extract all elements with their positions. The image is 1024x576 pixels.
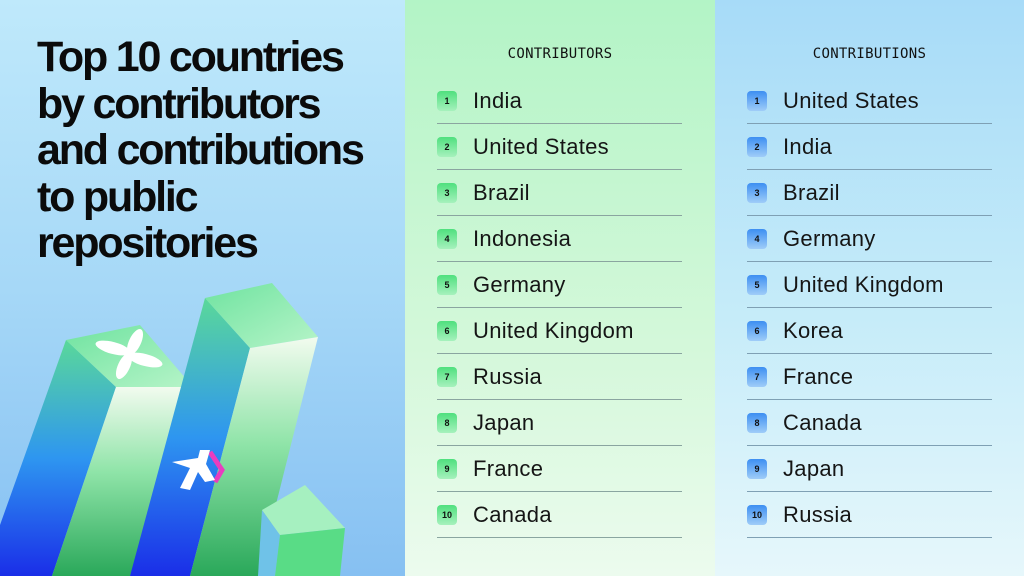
list-item: 4 Indonesia (437, 216, 682, 262)
list-item: 2 United States (437, 124, 682, 170)
list-item: 5 Germany (437, 262, 682, 308)
country-name: France (783, 363, 854, 389)
rank-badge: 4 (437, 228, 457, 249)
flower-icon (95, 329, 163, 379)
rank-badge: 5 (747, 274, 767, 295)
country-name: Japan (783, 455, 845, 481)
title-line: by contributors (37, 79, 322, 128)
list-item: 7 Russia (437, 354, 682, 400)
rank-badge: 7 (437, 366, 457, 387)
rank-badge: 10 (747, 504, 767, 525)
rank-badge: 2 (437, 136, 457, 157)
rank-badge: 1 (437, 90, 457, 111)
title-line: to public (37, 172, 199, 221)
contributors-list: 1 India 2 United States 3 Brazil 4 Indonesia 5 Ge… (437, 78, 682, 538)
list-item: 7 France (747, 354, 992, 400)
title-line: Top 10 countries (37, 33, 345, 81)
rank-badge: 8 (437, 412, 457, 433)
rank-badge: 10 (437, 504, 457, 525)
list-item: 9 France (437, 446, 682, 492)
rank-badge: 3 (747, 182, 767, 203)
rank-badge: 7 (747, 366, 767, 387)
list-item: 4 Germany (747, 216, 992, 262)
bar-3 (258, 485, 345, 576)
rank-badge: 8 (747, 412, 767, 433)
country-name: India (473, 87, 523, 113)
country-name: United States (473, 133, 609, 159)
country-name: Korea (783, 317, 844, 343)
rank-badge: 3 (437, 182, 457, 203)
list-item: 8 Canada (747, 400, 992, 446)
rank-badge: 9 (437, 458, 457, 479)
list-item: 3 Brazil (437, 170, 682, 216)
country-name: Germany (473, 271, 566, 297)
list-item: 6 Korea (747, 308, 992, 354)
country-name: Japan (473, 409, 535, 435)
country-name: Russia (473, 363, 543, 389)
list-item: 1 India (437, 78, 682, 124)
country-name: France (473, 455, 544, 481)
rank-badge: 2 (747, 136, 767, 157)
left-panel: Top 10 countries by contributors and con… (0, 0, 405, 576)
country-name: United Kingdom (783, 271, 944, 297)
list-item: 2 India (747, 124, 992, 170)
list-item: 10 Russia (747, 492, 992, 538)
list-item: 3 Brazil (747, 170, 992, 216)
country-name: United States (783, 87, 919, 113)
country-name: India (783, 133, 833, 159)
column-header: CONTRIBUTIONS (812, 46, 927, 62)
country-name: Brazil (783, 179, 840, 205)
bar-2 (130, 283, 318, 576)
page-title: Top 10 countries by contributors and con… (37, 34, 397, 267)
list-item: 8 Japan (437, 400, 682, 446)
title-line: and contributions (37, 126, 365, 174)
list-item: 9 Japan (747, 446, 992, 492)
list-item: 6 United Kingdom (437, 308, 682, 354)
country-name: United Kingdom (473, 317, 634, 343)
logo-icon (172, 450, 225, 490)
rank-badge: 5 (437, 274, 457, 295)
contributors-column: CONTRIBUTORS 1 India 2 United States 3 Brazil… (405, 0, 715, 576)
rank-badge: 6 (437, 320, 457, 341)
column-header: CONTRIBUTORS (507, 46, 613, 62)
country-name: Canada (473, 501, 552, 527)
contributions-column: CONTRIBUTIONS 1 United States 2 India 3 Brazi… (715, 0, 1024, 576)
country-name: Russia (783, 501, 853, 527)
rank-badge: 4 (747, 228, 767, 249)
rank-badge: 6 (747, 320, 767, 341)
list-item: 10 Canada (437, 492, 682, 538)
country-name: Germany (783, 225, 876, 251)
rank-badge: 9 (747, 458, 767, 479)
country-name: Canada (783, 409, 862, 435)
contributions-list: 1 United States 2 India 3 Brazil 4 Germany 5 Unit… (747, 78, 992, 538)
country-name: Brazil (473, 179, 530, 205)
list-item: 1 United States (747, 78, 992, 124)
rank-badge: 1 (747, 90, 767, 111)
country-name: Indonesia (473, 225, 572, 251)
title-line: repositories (37, 219, 259, 267)
list-item: 5 United Kingdom (747, 262, 992, 308)
bar-illustration (0, 283, 345, 576)
